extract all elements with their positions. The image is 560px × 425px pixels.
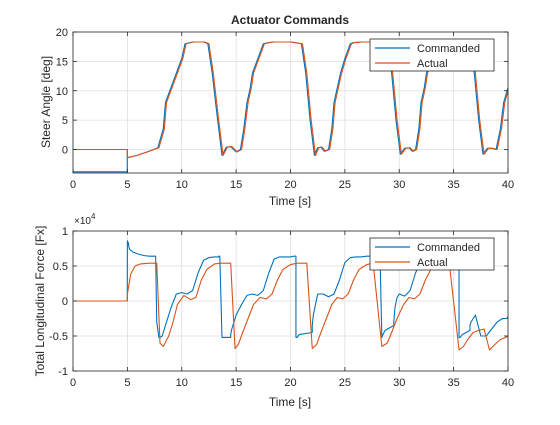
steer-angle-ytick-label: 5	[62, 115, 68, 127]
longitudinal-force-legend-box	[369, 237, 495, 271]
exponent-power: 4	[91, 212, 96, 221]
steer-angle-ytick-label: 10	[56, 86, 68, 98]
steer-angle-xtick-label: 25	[339, 179, 351, 191]
steer-angle-ytick-label: 20	[56, 27, 68, 39]
longitudinal-force-exponent: ×104	[74, 212, 96, 227]
steer-angle-legend-box	[369, 38, 495, 72]
steer-angle-legend[interactable]: Commanded Actual	[369, 38, 495, 72]
longitudinal-force-legend[interactable]: Commanded Actual	[369, 237, 495, 271]
steer-angle-xtick-label: 40	[502, 179, 514, 191]
longitudinal-force-ytick-label: 0	[62, 296, 68, 308]
steer-angle-ytick-label: 0	[62, 145, 68, 157]
steer-angle-xtick-label: 15	[230, 179, 242, 191]
steer-angle-xtick-label: 10	[176, 179, 188, 191]
longitudinal-force-legend-label-actual: Actual	[417, 257, 448, 269]
steer-angle-title: Actuator Commands	[231, 13, 349, 27]
steer-angle-xtick-label: 30	[393, 179, 405, 191]
steer-angle-ticks: 0 5 10 15 20 25 30 35 40 0 5 10 15 20	[56, 27, 514, 191]
exponent-base: ×10	[74, 216, 91, 227]
longitudinal-force-ytick-label: 0.5	[53, 261, 68, 273]
steer-angle-ylabel: Steer Angle [deg]	[39, 56, 53, 148]
steer-angle-xtick-label: 20	[284, 179, 296, 191]
longitudinal-force-axes: 0 5 10 15 20 25 30 35 40 -1 -0.5 0 0.5 1 ×104 Time [s…	[33, 212, 514, 409]
longitudinal-force-xtick-label: 25	[339, 377, 351, 389]
longitudinal-force-ytick-label: -0.5	[49, 331, 68, 343]
steer-angle-legend-label-actual: Actual	[417, 58, 448, 70]
longitudinal-force-ylabel: Total Longitudinal Force [Fx]	[33, 226, 47, 377]
steer-angle-xtick-label: 5	[124, 179, 130, 191]
longitudinal-force-xlabel: Time [s]	[269, 395, 311, 409]
longitudinal-force-ticks: 0 5 10 15 20 25 30 35 40 -1 -0.5 0 0.5 1	[49, 226, 514, 389]
longitudinal-force-xtick-label: 20	[284, 377, 296, 389]
steer-angle-axes: 0 5 10 15 20 25 30 35 40 0 5 10 15 20 Actuator Comman…	[39, 13, 514, 208]
steer-angle-legend-label-commanded: Commanded	[417, 43, 480, 55]
steer-angle-xtick-label: 0	[70, 179, 76, 191]
steer-angle-ytick-label: 15	[56, 56, 68, 68]
longitudinal-force-legend-label-commanded: Commanded	[417, 242, 480, 254]
longitudinal-force-xtick-label: 35	[448, 377, 460, 389]
longitudinal-force-xtick-label: 5	[124, 377, 130, 389]
steer-angle-xtick-label: 35	[448, 179, 460, 191]
longitudinal-force-ytick-label: -1	[58, 366, 68, 378]
longitudinal-force-xtick-label: 30	[393, 377, 405, 389]
longitudinal-force-xtick-label: 0	[70, 377, 76, 389]
longitudinal-force-xtick-label: 10	[176, 377, 188, 389]
longitudinal-force-xtick-label: 15	[230, 377, 242, 389]
longitudinal-force-xtick-label: 40	[502, 377, 514, 389]
longitudinal-force-ytick-label: 1	[62, 226, 68, 238]
steer-angle-xlabel: Time [s]	[269, 194, 311, 208]
